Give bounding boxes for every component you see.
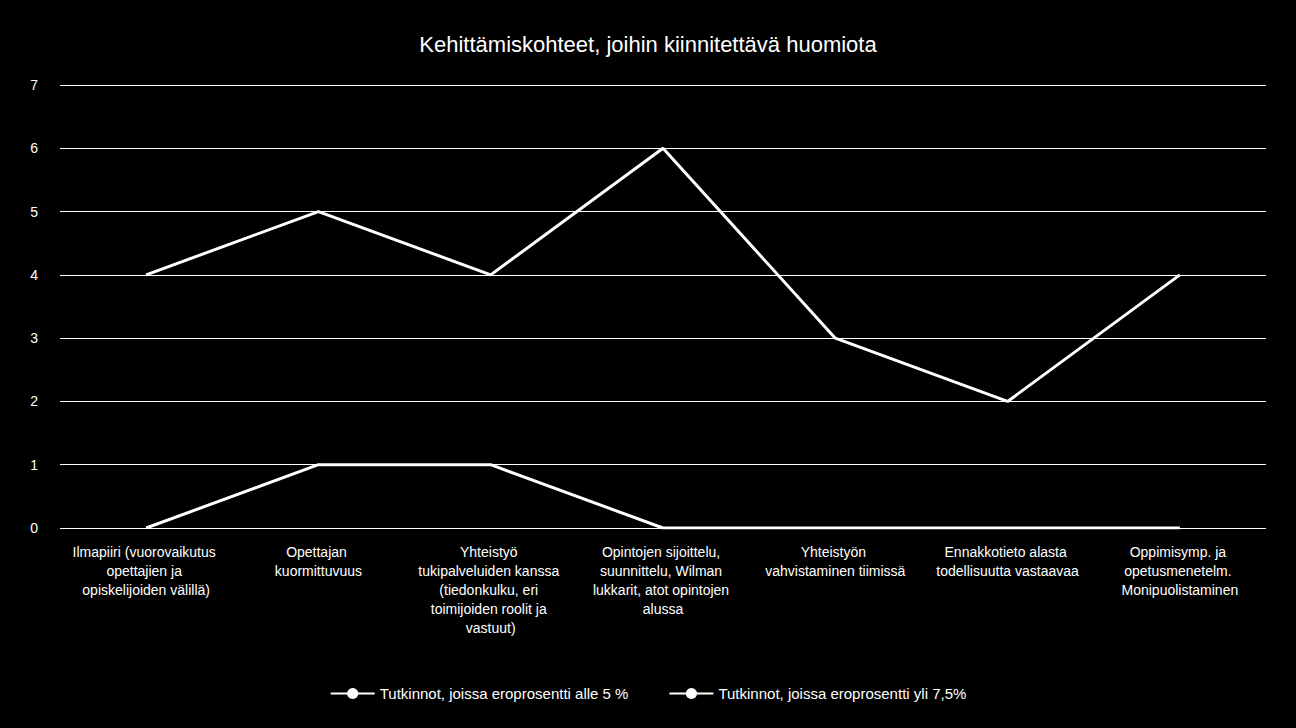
svg-text:Ilmapiiri (vuorovaikutus: Ilmapiiri (vuorovaikutus: [73, 544, 220, 560]
svg-text:0: 0: [30, 520, 38, 536]
svg-text:todellisuutta vastaavaa: todellisuutta vastaavaa: [936, 563, 1079, 579]
svg-text:Kehittämiskohteet, joihin kiin: Kehittämiskohteet, joihin kiinnitettävä …: [419, 32, 877, 57]
svg-text:Opintojen sijoittelu,: Opintojen sijoittelu,: [602, 544, 724, 560]
svg-text:2: 2: [30, 393, 38, 409]
svg-text:vastuut): vastuut): [466, 620, 516, 636]
svg-text:alussa: alussa: [643, 601, 684, 617]
svg-text:tukipalveluiden kanssa: tukipalveluiden kanssa: [418, 563, 563, 579]
svg-text:6: 6: [30, 140, 38, 156]
svg-text:Tutkinnot, joissa eroprosentti: Tutkinnot, joissa eroprosentti alle 5 %: [380, 685, 629, 702]
svg-text:3: 3: [30, 330, 38, 346]
svg-text:Yhteistyö: Yhteistyö: [460, 544, 521, 560]
svg-text:kuormittuvuus: kuormittuvuus: [275, 563, 362, 579]
svg-text:Ennakkotieto alasta: Ennakkotieto alasta: [945, 544, 1071, 560]
svg-text:opettajien ja: opettajien ja: [106, 563, 185, 579]
svg-text:Opettajan: Opettajan: [286, 544, 351, 560]
svg-text:suunnittelu, Wilman: suunnittelu, Wilman: [600, 563, 726, 579]
svg-text:lukkarit, atot opintojen: lukkarit, atot opintojen: [593, 582, 733, 598]
svg-text:4: 4: [30, 267, 38, 283]
svg-text:Tutkinnot, joissa eroprosentti: Tutkinnot, joissa eroprosentti yli 7,5%: [718, 685, 966, 702]
svg-text:opiskelijoiden välillä): opiskelijoiden välillä): [82, 582, 210, 598]
svg-text:toimijoiden roolit ja: toimijoiden roolit ja: [431, 601, 551, 617]
svg-text:1: 1: [30, 457, 38, 473]
svg-text:5: 5: [30, 204, 38, 220]
svg-text:(tiedonkulku, eri: (tiedonkulku, eri: [439, 582, 542, 598]
svg-text:Monipuolistaminen: Monipuolistaminen: [1121, 582, 1238, 598]
svg-text:Oppimisymp. ja: Oppimisymp. ja: [1130, 544, 1230, 560]
svg-text:vahvistaminen tiimissä: vahvistaminen tiimissä: [765, 563, 905, 579]
svg-text:7: 7: [30, 77, 38, 93]
svg-text:opetusmenetelm.: opetusmenetelm.: [1124, 563, 1235, 579]
svg-text:Yhteistyön: Yhteistyön: [801, 544, 870, 560]
